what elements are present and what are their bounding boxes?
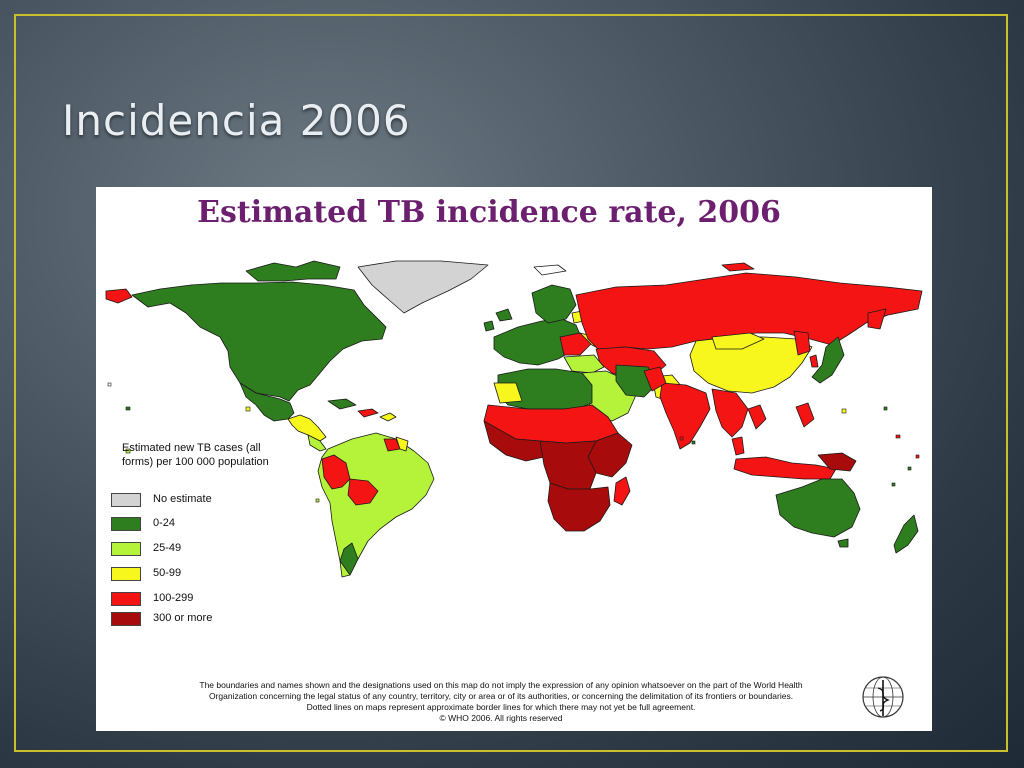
new-zealand: [893, 514, 919, 554]
legend-swatch: [111, 612, 141, 626]
australia: [775, 478, 861, 538]
scandinavia: [531, 284, 577, 324]
legend-label: No estimate: [153, 493, 212, 505]
mongolia: [711, 332, 765, 350]
peru: [321, 454, 351, 490]
slide-title: Incidencia 2006: [62, 96, 411, 145]
china: [689, 336, 813, 394]
legend-swatch: [111, 592, 141, 606]
north-america: [131, 281, 387, 402]
japan: [811, 336, 845, 384]
central-africa: [539, 440, 597, 490]
greenland: [357, 260, 489, 314]
disclaimer-line: Dotted lines on maps represent approxima…: [306, 702, 696, 712]
west-sahara: [493, 382, 523, 404]
legend-label: 100-299: [153, 592, 194, 604]
world-map: [105, 260, 923, 578]
legend-label: 50-99: [153, 567, 182, 579]
disclaimer-line: Organization concerning the legal status…: [208, 691, 794, 701]
legend-swatch: [111, 493, 141, 507]
southeast-asia: [711, 388, 749, 438]
slide-frame: [14, 14, 1008, 752]
legend-swatch: [111, 567, 141, 581]
disclaimer-line: © WHO 2006. All rights reserved: [439, 713, 563, 723]
india: [659, 382, 711, 450]
legend-title: Estimated new TB cases (all forms) per 1…: [122, 442, 269, 468]
papua: [817, 452, 857, 472]
south-america: [317, 432, 435, 578]
central-america: [287, 414, 327, 442]
disclaimer: The boundaries and names shown and the d…: [156, 680, 846, 724]
legend-label: 300 or more: [153, 612, 213, 624]
west-africa: [483, 420, 545, 462]
legend-label: 25-49: [153, 542, 182, 554]
map-title: Estimated TB incidence rate, 2006: [197, 195, 781, 230]
map-card: Estimated TB incidence rate, 2006: [96, 187, 932, 731]
legend-swatch: [111, 517, 141, 531]
southern-africa: [547, 482, 611, 532]
madagascar: [613, 476, 631, 506]
bolivia: [347, 478, 379, 506]
disclaimer-line: The boundaries and names shown and the d…: [199, 680, 803, 690]
legend-swatch: [111, 542, 141, 556]
who-emblem-icon: [862, 676, 904, 718]
arctic-islands: [245, 260, 341, 282]
indonesia: [733, 456, 837, 480]
legend-label: 0-24: [153, 517, 176, 529]
